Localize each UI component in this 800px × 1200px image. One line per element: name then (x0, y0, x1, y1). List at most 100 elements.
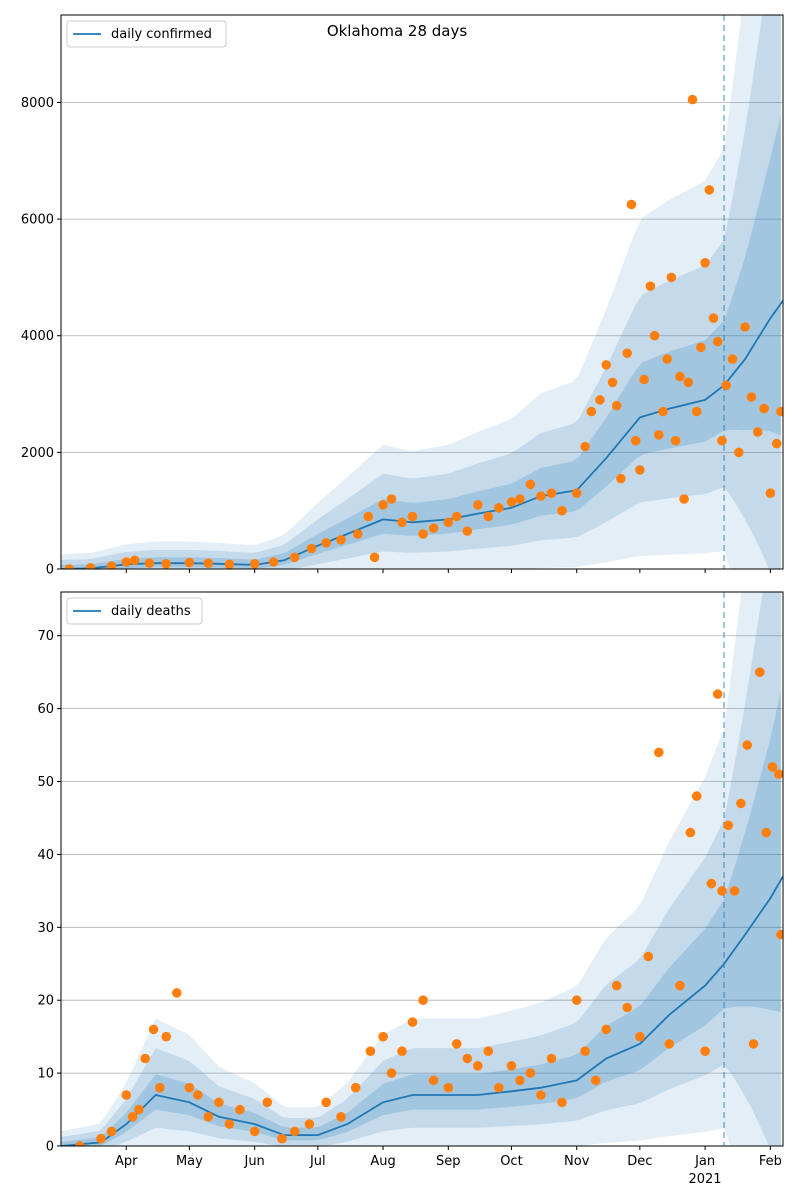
confirmed-data-point (353, 529, 363, 539)
confirmed-legend: daily confirmed (66, 20, 227, 48)
confirmed-data-point (571, 488, 582, 499)
confirmed-data-point (717, 435, 727, 446)
deaths-data-point (350, 1082, 361, 1093)
deaths-data-point (761, 827, 771, 838)
deaths-data-point (378, 1031, 388, 1042)
confirmed-data-point (580, 441, 590, 452)
confirmed-y-tick-label: 4000 (21, 329, 54, 344)
deaths-data-point (611, 980, 622, 991)
confirmed-data-point (369, 552, 380, 563)
deaths-data-point (451, 1039, 462, 1049)
deaths-data-point (700, 1046, 710, 1056)
deaths-y-tick-label: 50 (37, 775, 54, 790)
confirmed-data-point (443, 517, 454, 528)
deaths-y-tick-label: 40 (37, 848, 54, 863)
confirmed-data-point (607, 377, 618, 388)
confirmed-data-point (85, 563, 96, 569)
x-tick-label: Nov (564, 1154, 590, 1169)
deaths-data-point (134, 1104, 144, 1115)
confirmed-data-point (639, 374, 649, 385)
confirmed-data-point (483, 511, 494, 522)
x-tick-label: Aug (370, 1154, 395, 1169)
deaths-data-point (506, 1061, 517, 1071)
deaths-data-point (723, 820, 734, 831)
deaths-band-1 (61, 592, 781, 1146)
deaths-y-tick-label: 60 (37, 702, 54, 717)
confirmed-data-point (106, 561, 117, 569)
confirmed-data-point (696, 342, 706, 353)
deaths-data-point (140, 1053, 150, 1064)
deaths-data-point (235, 1104, 245, 1115)
confirmed-data-point (428, 523, 439, 533)
confirmed-data-point (670, 435, 681, 446)
confirmed-data-point (494, 503, 504, 513)
deaths-data-point (155, 1082, 165, 1093)
confirmed-data-point (662, 354, 672, 364)
deaths-data-point (148, 1024, 159, 1035)
x-tick-label: Oct (500, 1154, 522, 1169)
confirmed-data-point (635, 465, 645, 475)
deaths-data-point (75, 1141, 85, 1146)
deaths-legend: daily deaths (66, 597, 203, 625)
confirmed-data-point (268, 557, 279, 567)
deaths-data-point (767, 762, 778, 772)
deaths-legend-label: daily deaths (111, 604, 191, 619)
deaths-data-point (289, 1126, 300, 1137)
confirmed-data-point (289, 552, 300, 563)
confirmed-data-point (683, 377, 694, 388)
confirmed-data-point (759, 403, 769, 414)
confirmed-data-point (515, 494, 525, 504)
confirmed-data-point (679, 494, 689, 504)
deaths-legend-box (66, 597, 203, 625)
x-tick-label: Jul (309, 1154, 326, 1169)
deaths-y-tick-label: 10 (37, 1067, 54, 1082)
deaths-data-point (774, 769, 783, 779)
x-tick-label: Feb (759, 1154, 782, 1169)
deaths-data-point (776, 929, 783, 940)
deaths-data-point (525, 1068, 536, 1078)
confirmed-data-point (595, 395, 605, 405)
deaths-data-point (321, 1097, 332, 1108)
deaths-data-point (748, 1039, 759, 1049)
deaths-trend-line (61, 875, 783, 1146)
deaths-data-point (729, 886, 740, 896)
confirmed-data-point (771, 438, 782, 449)
deaths-data-point (304, 1119, 315, 1129)
deaths-data-point (717, 886, 727, 896)
deaths-data-point (635, 1031, 645, 1042)
confirmed-y-tick-label: 2000 (21, 446, 54, 461)
deaths-data-point (515, 1075, 525, 1086)
confirmed-data-point (224, 559, 235, 569)
confirmed-data-point (144, 558, 155, 568)
deaths-y-ticks: 0 10 20 30 40 50 60 70 (37, 629, 61, 1155)
confirmed-data-point (363, 511, 374, 522)
confirmed-data-point (557, 505, 567, 516)
confirmed-data-point (536, 491, 546, 501)
deaths-data-point (590, 1075, 601, 1086)
confirmed-x-ticks (125, 569, 771, 573)
x-tick-label: Jun (243, 1154, 264, 1169)
confirmed-data-point (708, 313, 719, 324)
deaths-data-point (622, 1002, 632, 1013)
deaths-data-point (536, 1090, 546, 1100)
deaths-data-point (755, 667, 765, 677)
deaths-data-point (407, 1017, 418, 1027)
confirmed-points (64, 94, 783, 569)
confirmed-y-tick-label: 8000 (21, 96, 54, 111)
confirmed-y-tick-label: 6000 (21, 213, 54, 228)
deaths-data-point (193, 1090, 203, 1100)
deaths-data-point (336, 1112, 346, 1122)
x-tick-label: Sep (436, 1154, 461, 1169)
deaths-data-point (277, 1133, 287, 1144)
confirmed-legend-box (66, 20, 227, 48)
confirmed-data-point (546, 488, 557, 499)
deaths-data-point (418, 995, 428, 1005)
deaths-data-point (736, 798, 746, 809)
confirmed-data-point (765, 488, 776, 499)
deaths-y-tick-label: 0 (46, 1140, 54, 1155)
confirmed-data-point (407, 511, 418, 522)
deaths-data-point (121, 1090, 132, 1100)
confirmed-data-point (721, 380, 731, 391)
confirmed-data-point (645, 281, 656, 292)
